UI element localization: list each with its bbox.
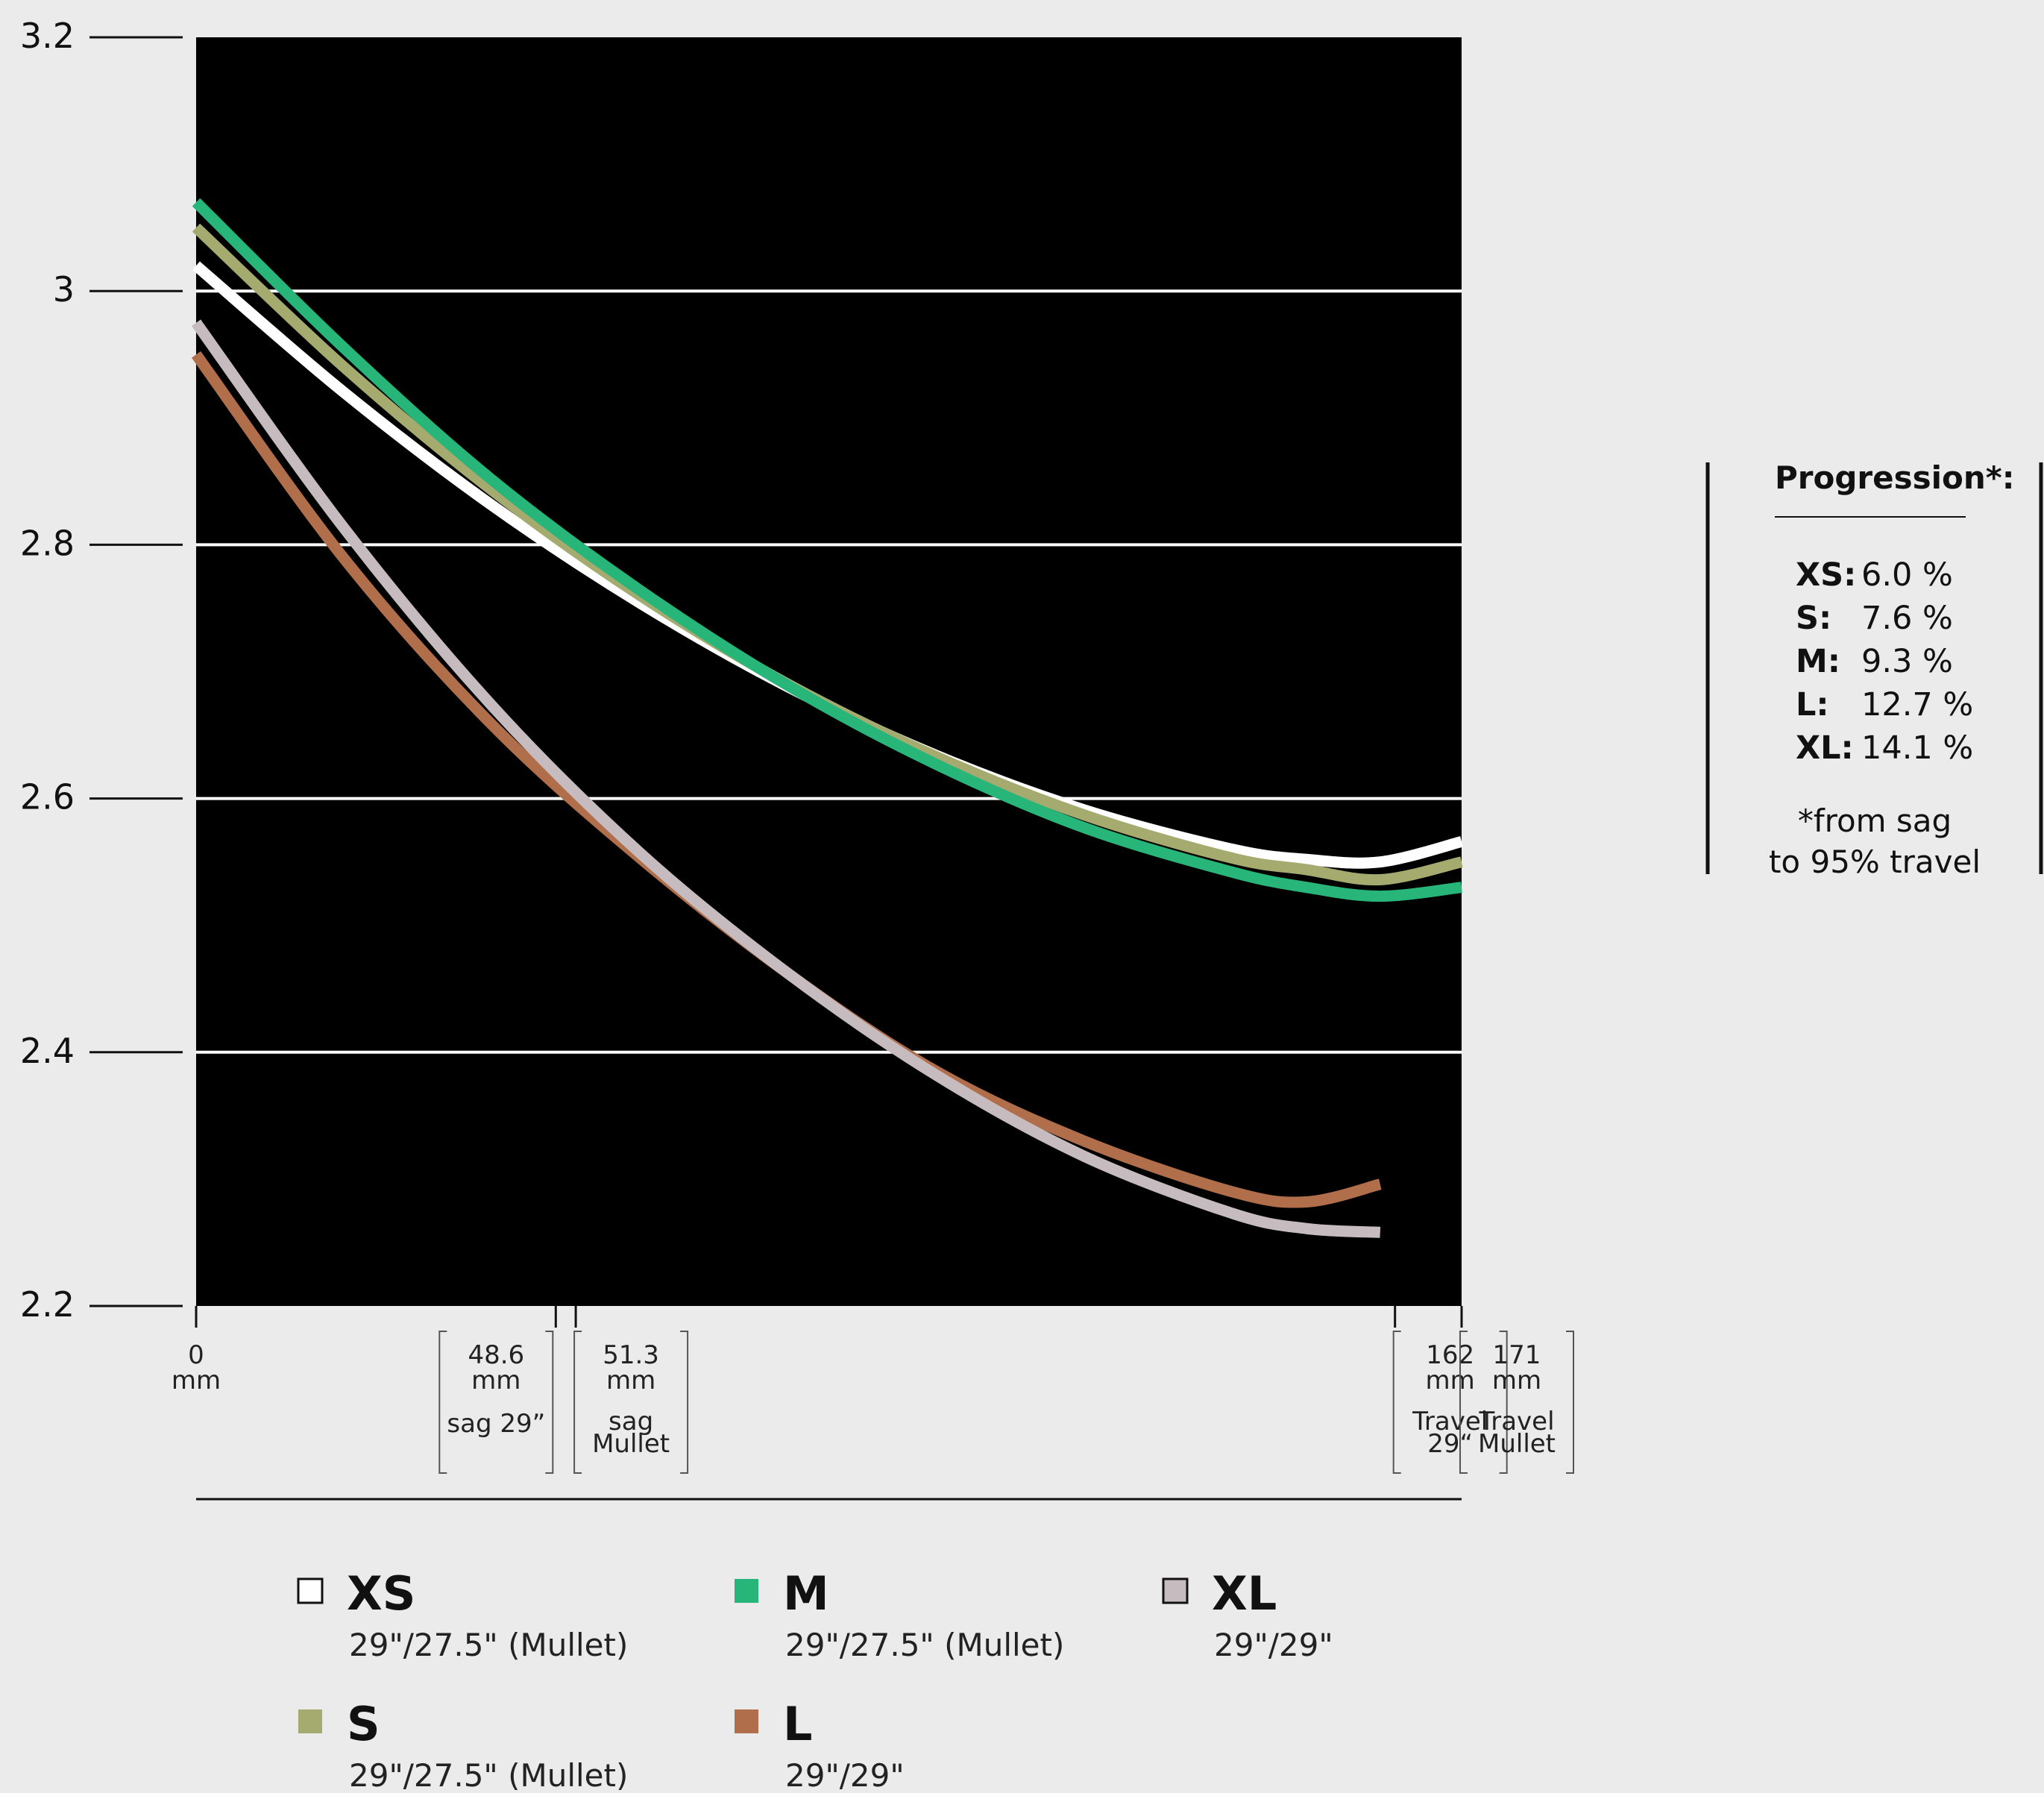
progression-note-line1: *from sag bbox=[1798, 803, 1952, 839]
legend-name: XL bbox=[1212, 1566, 1277, 1621]
x-label-bracket-right bbox=[545, 1331, 554, 1474]
x-marker-unit: mm bbox=[172, 1366, 221, 1395]
x-marker-note: Mullet bbox=[592, 1429, 670, 1459]
progression-note-line2: to 95% travel bbox=[1769, 844, 1981, 880]
legend: XS 29"/27.5" (Mullet) M 29"/27.5" (Mullet) X… bbox=[297, 1566, 1333, 1793]
progression-size: XL: bbox=[1796, 729, 1854, 767]
progression-list: XS: 6.0 % S: 7.6 % M: 9.3 % L: 12.7 %XL: 14.1 % bbox=[1796, 556, 1973, 767]
x-label-bracket-right bbox=[1566, 1331, 1574, 1474]
x-marker-unit: mm bbox=[1492, 1366, 1541, 1395]
progression-value: 12.7 % bbox=[1861, 686, 1973, 723]
progression-size: L: bbox=[1796, 686, 1829, 723]
progression-title: Progression*: bbox=[1775, 459, 2015, 496]
x-marker-value: 0 bbox=[188, 1340, 204, 1370]
y-tick-label: 3.2 bbox=[20, 16, 75, 56]
x-marker-value: 51.3 bbox=[603, 1340, 659, 1370]
x-marker-note: sag bbox=[609, 1407, 653, 1436]
x-label-bracket-left bbox=[438, 1331, 447, 1474]
progression-value: 9.3 % bbox=[1861, 643, 1953, 680]
legend-name: M bbox=[783, 1566, 829, 1621]
progression-size: XS: bbox=[1796, 556, 1856, 594]
series-line-m bbox=[192, 198, 1462, 902]
progression-size: M: bbox=[1796, 643, 1840, 680]
progression-panel: Progression*: XS: 6.0 % S: 7.6 % M: 9.3 % L: 12… bbox=[1705, 459, 2043, 880]
legend-swatch bbox=[735, 1709, 758, 1733]
legend-name: L bbox=[783, 1697, 813, 1751]
x-label-bracket-left bbox=[1392, 1331, 1401, 1474]
y-tick-label: 2.4 bbox=[20, 1031, 75, 1071]
x-marker-note: Travel bbox=[1478, 1407, 1554, 1436]
x-marker-unit: mm bbox=[1426, 1366, 1475, 1395]
x-marker-note: 29“ bbox=[1427, 1429, 1473, 1459]
x-label-bracket-right bbox=[1499, 1331, 1508, 1474]
x-marker-value: 48.6 bbox=[468, 1340, 524, 1370]
legend-swatch bbox=[298, 1709, 322, 1733]
progression-size: S: bbox=[1796, 600, 1831, 637]
y-tick-label: 2.8 bbox=[20, 523, 75, 563]
legend-swatch bbox=[297, 1577, 324, 1604]
legend-subtitle: 29"/29" bbox=[1214, 1627, 1333, 1663]
y-tick-label: 2.6 bbox=[20, 777, 75, 817]
grid-lines bbox=[196, 289, 1462, 1054]
legend-swatch bbox=[735, 1579, 758, 1603]
y-tick-label: 3 bbox=[53, 269, 75, 310]
series-line-xl bbox=[191, 319, 1381, 1238]
progression-value: 6.0 % bbox=[1861, 556, 1953, 594]
x-label-bracket-left bbox=[1459, 1331, 1468, 1474]
x-marker-unit: mm bbox=[606, 1366, 655, 1395]
x-marker-unit: mm bbox=[471, 1366, 521, 1395]
legend-subtitle: 29"/27.5" (Mullet) bbox=[785, 1627, 1064, 1663]
legend-subtitle: 29"/27.5" (Mullet) bbox=[349, 1757, 628, 1790]
progression-value: 7.6 % bbox=[1861, 600, 1953, 637]
x-marker-value: 162 bbox=[1426, 1340, 1474, 1370]
legend-subtitle: 29"/27.5" (Mullet) bbox=[349, 1627, 628, 1663]
progression-value: 14.1 % bbox=[1861, 729, 1973, 767]
x-marker-note: Travel bbox=[1412, 1407, 1488, 1436]
x-marker-value: 171 bbox=[1493, 1340, 1541, 1370]
y-axis: 3.2 3 2.8 2.6 2.4 2.2 bbox=[20, 16, 183, 1325]
x-marker-note: Mullet bbox=[1478, 1429, 1556, 1459]
legend-name: S bbox=[347, 1697, 380, 1751]
y-tick-label: 2.2 bbox=[20, 1284, 75, 1325]
x-label-bracket-right bbox=[680, 1331, 689, 1474]
legend-swatch bbox=[1162, 1577, 1189, 1604]
series-layer bbox=[191, 198, 1463, 1238]
legend-subtitle: 29"/29" bbox=[785, 1757, 905, 1790]
legend-name: XS bbox=[347, 1566, 415, 1621]
plot-background bbox=[196, 37, 1462, 1306]
x-marker-note: sag 29” bbox=[447, 1409, 545, 1439]
x-label-bracket-left bbox=[573, 1331, 582, 1474]
